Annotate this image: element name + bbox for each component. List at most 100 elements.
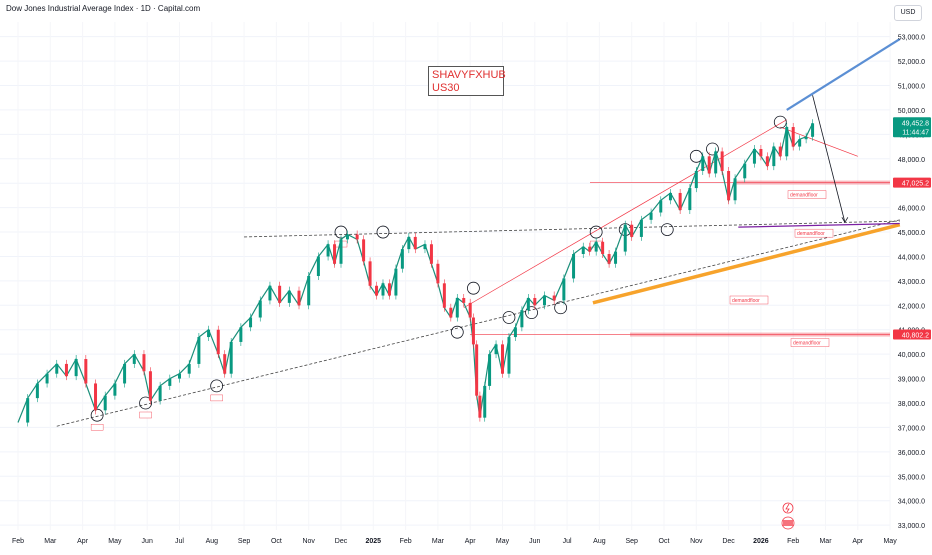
candle-body [694, 170, 698, 189]
candle-body [630, 224, 634, 237]
x-tick-label: Apr [77, 538, 89, 545]
swing-tag [139, 411, 152, 419]
x-tick-label: May [496, 538, 510, 545]
candle-body [772, 146, 776, 167]
price-tag-value: 40,802.2 [902, 333, 929, 340]
swing-circle [376, 225, 390, 239]
candle-body [581, 246, 585, 255]
x-tick-label: Apr [852, 538, 864, 545]
swing-tag [90, 424, 104, 431]
demandfloor-label-box [787, 190, 827, 199]
candle-body [727, 170, 731, 201]
swing-circle [450, 325, 464, 339]
candle-body [468, 302, 472, 318]
purple-level [738, 222, 900, 228]
candle-body [103, 395, 107, 411]
price-tag-box [893, 177, 931, 188]
candle-body [765, 156, 769, 167]
candle-body [333, 244, 337, 264]
candle-body [375, 285, 379, 296]
candle-body [562, 278, 566, 301]
x-tick-label: Mar [819, 538, 832, 545]
x-tick-label: Aug [206, 538, 219, 545]
swing-circle [525, 306, 538, 320]
y-tick-label: 44,000.0 [898, 254, 925, 261]
candle-body [572, 254, 576, 279]
x-tick-label: Mar [44, 538, 57, 545]
watermark-line1: SHAVYFXHUB [432, 69, 506, 81]
projection-arrow [812, 95, 846, 223]
candle-body [84, 359, 88, 384]
y-tick-label: 38,000.0 [898, 401, 925, 408]
candle-body [752, 149, 756, 164]
y-tick-label: 43,000.0 [898, 279, 925, 286]
candle-body [488, 354, 492, 386]
candle-body [455, 297, 459, 318]
time-axis[interactable]: Feb Mar Apr May Jun Jul Aug Sep Oct Nov Dec 2025 Feb… [12, 538, 897, 545]
candle-body [413, 236, 417, 250]
y-tick-label: 36,000.0 [898, 450, 925, 457]
candle-body [701, 156, 705, 171]
orange-support-band [592, 223, 901, 305]
price-axis[interactable]: 33,000.0 34,000.0 35,000.0 36,000.0 37,000.0… [898, 35, 925, 530]
candle-body [533, 297, 537, 306]
candle-body [607, 254, 611, 264]
candle-body [804, 136, 808, 140]
x-tick-label: Nov [690, 538, 703, 545]
candle-body [507, 337, 511, 374]
candle-body [542, 295, 546, 306]
candle-body [297, 290, 301, 306]
candle-body [394, 268, 398, 296]
candle-body [436, 263, 440, 284]
candle-body [55, 363, 59, 374]
candle-body [187, 363, 191, 374]
x-tick-label: Nov [302, 538, 315, 545]
y-tick-label: 42,000.0 [898, 303, 925, 310]
price-tag-box [893, 329, 931, 340]
candle-body [442, 283, 446, 308]
candle-body [207, 329, 211, 338]
candle-body [345, 234, 349, 240]
candle-body [639, 219, 643, 237]
swing-tag [210, 394, 223, 402]
x-tick-label: Jul [175, 538, 184, 545]
candle-body [178, 373, 181, 379]
candle-body [355, 234, 359, 240]
candle-body [307, 276, 311, 306]
candle-body [668, 192, 672, 201]
candle-body [249, 317, 253, 328]
x-tick-label: Jul [563, 538, 572, 545]
channel-line [463, 119, 787, 309]
candle-body [649, 212, 653, 220]
candle-body [501, 344, 504, 374]
watermark-line2: US30 [432, 82, 460, 94]
swing-circle [210, 379, 224, 393]
candle-body [35, 383, 39, 399]
swing-circle [706, 142, 719, 156]
swing-circle [502, 311, 516, 324]
y-tick-label: 53,000.0 [898, 35, 925, 42]
x-tick-label: 2026 [753, 538, 769, 545]
candle-body [387, 283, 391, 296]
candle-body [74, 359, 78, 377]
candle-body [601, 241, 605, 255]
x-tick-label: Aug [593, 538, 606, 545]
candle-body [759, 149, 763, 157]
candle-body [478, 395, 482, 418]
candle-body [368, 261, 372, 286]
candle-body [720, 151, 724, 171]
price-tags: 49,452.8 11:44:47 47,025.2 40,802.2 [893, 117, 931, 340]
demandfloor-label-box [729, 295, 769, 305]
level-zone [630, 332, 890, 337]
x-tick-label: Dec [722, 538, 735, 545]
currency-button[interactable]: USD [894, 5, 922, 21]
symbol-title: Dow Jones Industrial Average Index · 1D … [6, 4, 201, 13]
y-tick-label: 52,000.0 [898, 59, 925, 66]
candle-body [423, 244, 427, 250]
candle-body [142, 354, 146, 372]
candle-body [239, 327, 243, 342]
chart-icons[interactable] [781, 502, 795, 530]
y-tick-label: 50,000.0 [898, 108, 925, 115]
candle-body [123, 363, 127, 384]
candle-body [94, 383, 98, 411]
